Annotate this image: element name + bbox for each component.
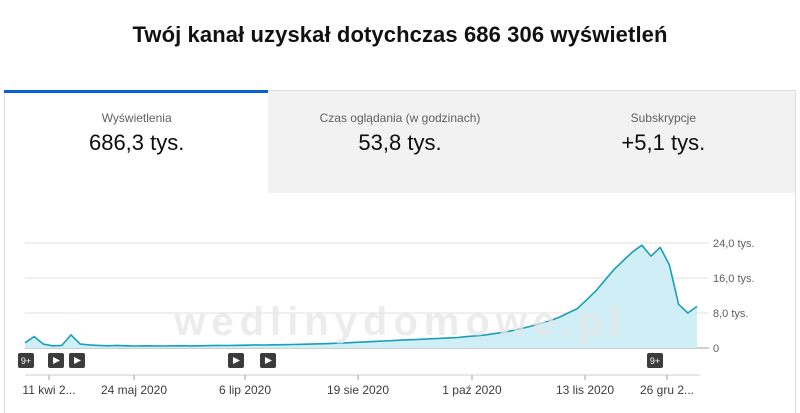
play-glyph [265,357,272,364]
x-tick-label: 13 lis 2020 [556,383,614,397]
tab-views-label: Wyświetlenia [101,111,172,125]
play-glyph [233,357,240,364]
metrics-card: Wyświetlenia 686,3 tys. Czas oglądania (… [3,90,796,413]
tab-watch-time-value: 53,8 tys. [358,130,442,155]
y-tick-label: 24,0 tys. [713,238,755,250]
metric-tabs: Wyświetlenia 686,3 tys. Czas oglądania (… [3,90,795,193]
badge-count-label: 9+ [21,356,31,366]
x-tick-label: 1 paź 2020 [442,383,502,397]
x-tick-label: 19 sie 2020 [327,383,389,397]
tab-watch-time-label: Czas oglądania (w godzinach) [319,111,481,125]
play-glyph [53,357,60,364]
x-tick-label: 11 kwi 2... [22,383,75,397]
tab-views[interactable]: Wyświetlenia 686,3 tys. [3,90,269,193]
y-tick-label: 8,0 tys. [713,308,748,320]
views-chart-svg: 24,0 tys. 16,0 tys. 8,0 tys. 0 9+ 9+ 11 kwi 2.… [18,238,755,397]
x-tick-label: 24 maj 2020 [101,383,167,397]
series-area [25,245,697,348]
y-tick-label: 16,0 tys. [713,273,755,285]
badge-count-icon[interactable] [18,353,34,368]
tab-subscriptions-value: +5,1 tys. [621,130,706,155]
page-title: Twój kanał uzyskał dotychczas 686 306 wy… [132,22,668,47]
x-tick-label: 6 lip 2020 [219,383,271,397]
views-chart: 24,0 tys. 16,0 tys. 8,0 tys. 0 9+ 9+ 11 kwi 2.… [0,222,800,413]
badge-count-label: 9+ [650,356,660,366]
tab-subscriptions[interactable]: Subskrypcje +5,1 tys. [531,91,795,193]
y-tick-label: 0 [713,343,719,355]
tab-views-value: 686,3 tys. [88,130,185,155]
series-line [24,244,698,347]
play-glyph [74,357,81,364]
badge-count-icon[interactable] [647,353,663,368]
x-tick-label: 26 gru 2... [640,383,694,397]
tab-subscriptions-label: Subskrypcje [630,111,696,125]
tab-watch-time[interactable]: Czas oglądania (w godzinach) 53,8 tys. [268,91,532,193]
